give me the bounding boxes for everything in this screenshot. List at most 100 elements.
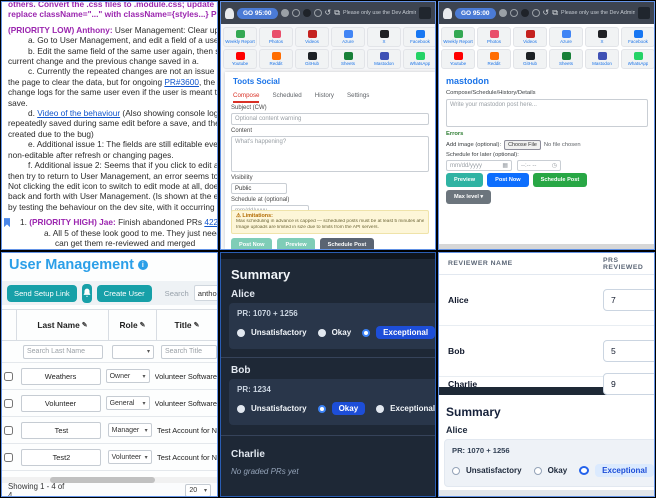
row-checkbox[interactable] [4,425,13,435]
bookmark-tile[interactable]: Reddit [477,49,511,69]
bookmark-tile[interactable]: X [585,27,619,47]
create-user-button[interactable]: Create User [96,284,152,302]
row-checkbox[interactable] [4,452,13,462]
radio-icon[interactable] [237,404,245,413]
send-setup-link-button[interactable]: Send Setup Link [7,284,77,302]
bookmark-tile[interactable]: Photos [259,27,293,47]
time-input[interactable]: --:-- -- ◷ [517,160,561,171]
filter-role-select[interactable]: ▾ [112,344,154,359]
profile-icon[interactable] [443,7,452,19]
tab-compose[interactable]: Compose [233,92,260,103]
option-exceptional[interactable]: Exceptional [376,404,435,413]
search-input[interactable] [193,285,217,301]
composer-subnav[interactable]: Compose/Schedule/History/Details [446,90,536,96]
bookmark-tile[interactable]: Youtube [441,49,475,69]
option-exceptional[interactable]: Exceptional [362,326,435,339]
tab-settings[interactable]: Settings [347,92,370,99]
radio-selected-icon[interactable] [317,404,326,413]
role-select[interactable]: General ▾ [105,396,150,410]
preview-button[interactable]: Preview [277,238,315,249]
toolbar-menu-chip[interactable] [419,7,431,19]
record-button[interactable] [291,9,300,17]
bookmark-tile[interactable]: Azure [549,27,583,47]
last-name-cell[interactable]: Test [21,421,102,439]
option-okay[interactable]: Okay [317,328,351,337]
refresh-icon[interactable]: ↺ [542,8,550,17]
last-name-cell[interactable]: Volunteer [20,394,101,412]
col-title[interactable]: Title ✎ [174,320,200,330]
content-textarea[interactable]: What's happening? [231,136,429,172]
date-input[interactable]: mm/dd/yyyy ▦ [446,160,512,171]
prs-reviewed-input[interactable]: 7 [603,289,654,311]
pause-button[interactable] [498,9,507,17]
notification-bell-button[interactable] [81,283,92,303]
page-size-select[interactable]: 20 ▾ [185,484,211,496]
schedule-post-button[interactable]: Schedule Post [532,173,588,187]
bookmark-tile[interactable]: Photos [477,27,511,47]
visibility-select[interactable]: Public [231,183,287,194]
bookmark-tile[interactable]: Azure [331,27,365,47]
bookmark-tile[interactable]: Mastodon [585,49,619,69]
open-external-icon[interactable]: ⧉ [334,8,340,17]
radio-icon[interactable] [317,328,326,337]
scrollbar-thumb[interactable] [50,477,155,483]
option-unsatisfactory[interactable]: Unsatisfactory [452,466,522,475]
bookmark-tile[interactable]: Videos [295,27,329,47]
filter-title-input[interactable]: Search Title [161,344,217,359]
pause-button[interactable] [280,9,289,17]
bookmark-tile[interactable]: GitHub [295,49,329,69]
option-exceptional[interactable]: Exceptional [579,464,654,477]
app-title-link[interactable]: Toots Social [233,77,280,86]
post-now-button[interactable]: Post Now [487,173,529,187]
bookmark-tile[interactable]: WhatsApp [621,49,654,69]
radio-selected-icon[interactable] [579,466,590,475]
radio-icon[interactable] [452,466,460,475]
bookmark-tile[interactable]: X [367,27,401,47]
radio-icon[interactable] [376,404,385,413]
bookmark-tile[interactable]: WhatsApp [403,49,435,69]
bookmark-tile[interactable]: Youtube [223,49,257,69]
bookmark-tile[interactable]: GitHub [513,49,547,69]
role-select[interactable]: Volunteer ▾ [107,450,152,464]
option-unsatisfactory[interactable]: Unsatisfactory [237,404,307,413]
stop-button[interactable] [302,9,311,17]
tab-scheduled[interactable]: Scheduled [272,92,302,99]
radio-selected-icon[interactable] [362,328,371,337]
horizontal-scrollbar[interactable] [2,477,217,483]
radio-icon[interactable] [533,466,542,475]
row-checkbox[interactable] [4,371,13,381]
post-textarea[interactable]: Write your mastodon post here... [446,99,648,127]
pr-3600-link[interactable]: PR#3600 [164,76,199,87]
col-role[interactable]: Role ✎ [109,310,157,340]
role-select[interactable]: Manager ▾ [107,423,152,437]
option-okay[interactable]: Okay [533,466,567,475]
schedule-post-button[interactable]: Schedule Post [319,238,375,249]
bookmark-tile[interactable]: Sheets [549,49,583,69]
bookmark-tile[interactable]: Facebook [621,27,654,47]
choose-file-button[interactable]: Choose File [504,140,541,150]
prs-reviewed-input[interactable]: 9 [603,373,654,395]
last-name-cell[interactable]: Test2 [21,448,102,466]
info-icon[interactable]: i [137,260,148,270]
bookmark-tile[interactable]: Weekly Report [441,27,475,47]
stop-button[interactable] [520,9,529,17]
calendar-icon[interactable]: ▦ [502,163,508,169]
tab-history[interactable]: History [314,92,334,99]
refresh-icon[interactable]: ↺ [324,8,332,17]
col-last-name[interactable]: Last Name ✎ [17,310,109,340]
bookmark-tile[interactable]: Mastodon [367,49,401,69]
row-checkbox[interactable] [4,398,13,408]
circle-button[interactable] [313,9,322,17]
bookmark-tile[interactable]: Sheets [331,49,365,69]
bookmark-tile[interactable]: Reddit [259,49,293,69]
last-name-cell[interactable]: Weathers [20,367,101,385]
bookmark-tile[interactable]: Videos [513,27,547,47]
profile-icon[interactable] [225,7,234,19]
option-okay[interactable]: Okay [317,402,366,415]
filter-last-name-input[interactable]: Search Last Name [23,344,103,359]
radio-icon[interactable] [237,328,245,337]
max-level-button[interactable]: Max level ▾ [446,190,492,204]
subject-input[interactable]: Optional content warning [231,113,429,125]
video-link[interactable]: Video of the behaviour [37,108,121,119]
open-external-icon[interactable]: ⧉ [552,8,558,17]
